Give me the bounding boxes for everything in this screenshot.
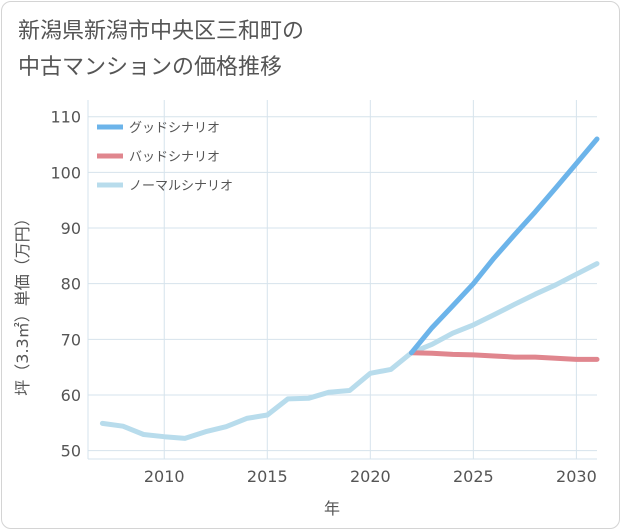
legend-label: グッドシナリオ bbox=[129, 121, 220, 136]
chart-title-line2: 中古マンションの価格推移 bbox=[18, 55, 283, 80]
chart-title-line1: 新潟県新潟市中央区三和町の bbox=[18, 19, 305, 44]
series-line-1 bbox=[409, 350, 600, 362]
series-lines bbox=[99, 136, 600, 441]
y-tick-label: 50 bbox=[61, 442, 81, 461]
y-tick-label: 110 bbox=[50, 108, 81, 127]
y-tick-label: 70 bbox=[61, 330, 81, 349]
x-axis-title: 年 bbox=[324, 499, 340, 518]
y-tick-label: 80 bbox=[61, 275, 81, 294]
legend-label: ノーマルシナリオ bbox=[129, 179, 233, 194]
y-tick-label: 90 bbox=[61, 219, 81, 238]
series-line-2 bbox=[99, 261, 600, 441]
legend-label: バッドシナリオ bbox=[129, 150, 220, 165]
y-tick-label: 60 bbox=[61, 386, 81, 405]
y-tick-label: 100 bbox=[50, 163, 81, 182]
x-tick-label: 2015 bbox=[247, 467, 288, 486]
series-line-0 bbox=[409, 136, 600, 356]
tick-labels: 50 60 70 80 90 100 110 2010 2015 2020 2025 2030 bbox=[50, 108, 596, 486]
chart-title: 新潟県新潟市中央区三和町の 中古マンションの価格推移 bbox=[18, 14, 304, 86]
grid bbox=[87, 100, 597, 460]
y-axis-title: 坪（3.3㎡）単価（万円） bbox=[13, 210, 32, 395]
x-tick-label: 2030 bbox=[556, 467, 597, 486]
x-tick-label: 2010 bbox=[144, 467, 185, 486]
x-tick-label: 2025 bbox=[453, 467, 494, 486]
x-tick-label: 2020 bbox=[350, 467, 391, 486]
